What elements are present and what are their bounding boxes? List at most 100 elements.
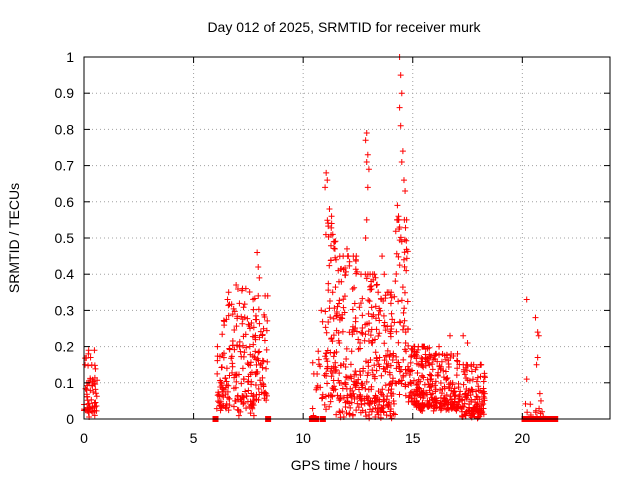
data-point	[324, 217, 331, 224]
data-point	[368, 326, 375, 333]
data-point	[376, 396, 383, 403]
data-point	[451, 385, 458, 392]
data-point	[381, 322, 388, 329]
data-point	[82, 361, 89, 368]
data-point	[445, 360, 452, 367]
data-point	[246, 323, 253, 330]
data-point	[415, 391, 422, 398]
data-point	[348, 399, 355, 406]
data-point	[249, 401, 256, 408]
data-point	[250, 341, 257, 348]
data-point	[449, 381, 456, 388]
data-point	[238, 398, 245, 405]
data-point	[333, 411, 340, 418]
data-point	[216, 393, 223, 400]
data-point	[392, 411, 399, 418]
data-point	[396, 104, 403, 111]
data-point	[382, 382, 389, 389]
data-point	[89, 408, 96, 415]
data-point	[415, 361, 422, 368]
data-point	[436, 363, 443, 370]
data-point	[394, 202, 401, 209]
data-point	[328, 365, 335, 372]
data-point	[341, 293, 348, 300]
data-point	[370, 371, 377, 378]
data-point	[329, 289, 336, 296]
data-point	[340, 361, 347, 368]
data-point	[377, 389, 384, 396]
data-point	[336, 316, 343, 323]
data-point	[263, 397, 270, 404]
data-point	[429, 380, 436, 387]
data-point	[381, 340, 388, 347]
data-point	[250, 296, 257, 303]
data-point	[361, 337, 368, 344]
data-point	[382, 368, 389, 375]
data-point	[328, 213, 335, 220]
data-point	[462, 412, 469, 419]
data-point	[326, 403, 333, 410]
data-point	[354, 268, 361, 275]
data-point	[383, 412, 390, 419]
data-point	[523, 296, 530, 303]
data-point	[255, 385, 262, 392]
data-point	[397, 234, 404, 241]
data-point	[214, 370, 221, 377]
data-point	[395, 253, 402, 260]
data-point	[470, 361, 477, 368]
data-point	[375, 289, 382, 296]
data-point	[91, 412, 98, 419]
data-point	[383, 360, 390, 367]
data-point	[401, 216, 408, 223]
data-point	[365, 369, 372, 376]
data-point	[336, 370, 343, 377]
data-point	[381, 271, 388, 278]
data-point	[463, 385, 470, 392]
data-point	[400, 177, 407, 184]
data-point	[429, 366, 436, 373]
data-point	[218, 364, 225, 371]
data-point	[330, 332, 337, 339]
data-point	[248, 320, 255, 327]
data-point	[437, 394, 444, 401]
data-point	[388, 310, 395, 317]
data-point	[481, 370, 488, 377]
data-point	[246, 343, 253, 350]
data-point	[371, 271, 378, 278]
data-point	[85, 350, 92, 357]
data-point	[427, 354, 434, 361]
data-point	[403, 267, 410, 274]
data-point	[395, 359, 402, 366]
data-point	[358, 271, 365, 278]
data-point	[350, 253, 357, 260]
data-point	[474, 394, 481, 401]
data-point	[360, 365, 367, 372]
data-point	[252, 312, 259, 319]
data-point	[390, 398, 397, 405]
data-point	[368, 278, 375, 285]
data-point	[256, 334, 263, 341]
data-point	[400, 373, 407, 380]
data-point	[229, 311, 236, 318]
data-point	[380, 408, 387, 415]
data-point	[362, 321, 369, 328]
data-point	[407, 359, 414, 366]
data-point	[477, 361, 484, 368]
data-point	[373, 367, 380, 374]
data-point	[444, 401, 451, 408]
data-point	[436, 343, 443, 350]
data-point	[363, 216, 370, 223]
data-point	[367, 406, 374, 413]
data-point	[443, 375, 450, 382]
data-point	[443, 392, 450, 399]
data-point	[388, 386, 395, 393]
data-point	[387, 333, 394, 340]
data-point	[372, 315, 379, 322]
data-point	[235, 412, 242, 419]
data-point	[333, 366, 340, 373]
data-point	[369, 367, 376, 374]
data-point	[355, 376, 362, 383]
data-point	[347, 391, 354, 398]
data-point	[234, 315, 241, 322]
data-point	[421, 402, 428, 409]
